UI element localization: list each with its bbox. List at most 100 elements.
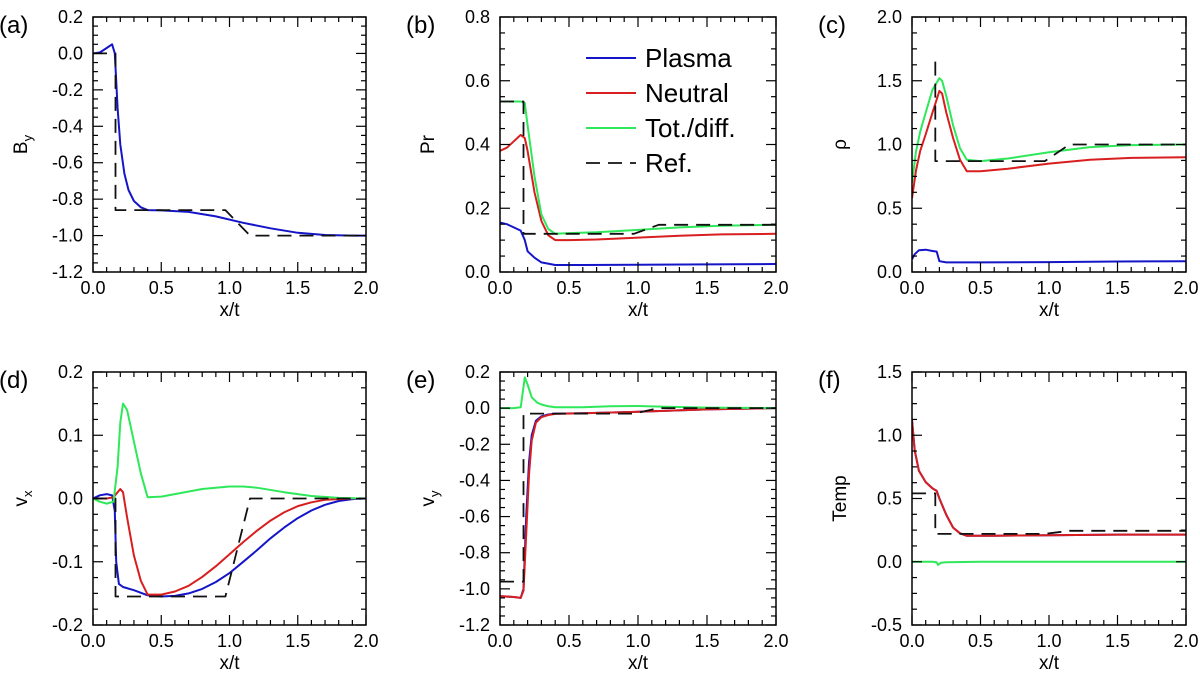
x-tick-label: 0.5 xyxy=(556,278,581,298)
y-tick-label: 1.0 xyxy=(877,135,902,155)
y-tick-label: 0.0 xyxy=(877,552,902,572)
y-tick-label: -1.2 xyxy=(459,615,490,635)
panel-label: (a) xyxy=(0,12,28,39)
series-group xyxy=(912,61,1186,264)
x-axis-label: x/t xyxy=(1039,653,1060,674)
panel-label: (b) xyxy=(406,12,435,39)
y-axis-label-main: B xyxy=(11,141,32,154)
x-tick-label: 1.0 xyxy=(625,631,650,651)
y-tick-label: 0.2 xyxy=(58,362,83,382)
y-tick-label: 0.2 xyxy=(58,7,83,27)
x-tick-label: 0.5 xyxy=(556,631,581,651)
y-axis-label-subscript: y xyxy=(427,490,442,497)
x-tick-label: 2.0 xyxy=(1173,278,1198,298)
y-tick-label: 1.5 xyxy=(877,362,902,382)
x-tick-label: 0.5 xyxy=(149,631,174,651)
x-tick-label: 1.5 xyxy=(285,278,310,298)
y-axis-label-main: Pr xyxy=(418,134,439,154)
y-tick-label: -0.6 xyxy=(52,153,83,173)
x-tick-label: 1.5 xyxy=(285,631,310,651)
y-tick-label: 0.0 xyxy=(465,398,490,418)
y-tick-label: -0.8 xyxy=(459,543,490,563)
y-tick-label: -1.0 xyxy=(459,579,490,599)
legend-label: Tot./diff. xyxy=(645,113,736,143)
panel-label: (c) xyxy=(818,12,846,39)
y-axis-label-main: Temp xyxy=(830,475,851,521)
x-tick-label: 1.5 xyxy=(694,278,719,298)
y-axis-label: Temp xyxy=(830,475,851,521)
x-tick-label: 2.0 xyxy=(1173,631,1198,651)
series-group xyxy=(93,43,366,237)
series-group xyxy=(500,100,776,266)
series-line-ref xyxy=(93,52,366,237)
series-line-ref xyxy=(912,492,1186,535)
panel-d: 0.0 0.5 1.0 1.5 2.0 0.2 0.1 0.0 -0.1 -0.2 x/t vx (d) xyxy=(0,362,379,674)
y-axis-label-main: v xyxy=(11,497,32,507)
series-line-ref xyxy=(500,100,776,235)
series-line-tot-diff xyxy=(93,402,366,505)
x-tick-label: 1.0 xyxy=(1036,278,1061,298)
panel-a: 0.0 0.5 1.0 1.5 2.0 0.2 0.0 -0.2 -0.4 -0.6 -0.8 -1.… xyxy=(0,7,379,321)
x-tick-label: 0.0 xyxy=(487,278,512,298)
y-axis-label-subscript: y xyxy=(20,134,35,141)
x-tick-label: 1.0 xyxy=(1036,631,1061,651)
y-axis-label: vx xyxy=(11,490,35,507)
y-tick-label: 0.8 xyxy=(465,7,490,27)
y-tick-label: -0.2 xyxy=(52,80,83,100)
plot-frame xyxy=(499,371,777,626)
series-line-neutral xyxy=(93,488,366,596)
series-line-neutral xyxy=(912,90,1186,199)
x-tick-label: 1.0 xyxy=(217,631,242,651)
plot-frame xyxy=(911,371,1187,626)
plot-frame xyxy=(92,16,367,273)
y-tick-label: 2.0 xyxy=(877,7,902,27)
y-axis-label: By xyxy=(11,134,35,154)
x-tick-label: 0.5 xyxy=(149,278,174,298)
series-line-tot-diff xyxy=(500,376,776,410)
x-axis-label: x/t xyxy=(219,653,240,674)
y-tick-label: -0.1 xyxy=(52,552,83,572)
y-tick-label: -0.6 xyxy=(459,507,490,527)
y-tick-label: 0.0 xyxy=(465,262,490,282)
legend-label: Plasma xyxy=(645,43,732,73)
series-line-plasma xyxy=(500,407,776,599)
legend-label: Ref. xyxy=(645,148,693,178)
x-tick-label: 0.0 xyxy=(487,631,512,651)
y-tick-label: 1.5 xyxy=(877,71,902,91)
y-tick-label: 0.1 xyxy=(58,425,83,445)
panel-c: 0.0 0.5 1.0 1.5 2.0 2.0 1.5 1.0 0.5 0.0 x/t ρ (c) xyxy=(818,7,1199,321)
series-line-ref xyxy=(934,61,1186,163)
series-line-neutral xyxy=(500,133,776,242)
legend: Plasma Neutral Tot./diff. Ref. xyxy=(586,43,736,178)
y-tick-label: -0.4 xyxy=(459,470,490,490)
y-axis-label-main: ρ xyxy=(830,139,851,150)
y-axis-label: ρ xyxy=(830,139,851,150)
y-tick-label: -0.4 xyxy=(52,116,83,136)
series-line-ref xyxy=(93,497,366,598)
x-tick-label: 0.0 xyxy=(80,631,105,651)
x-tick-label: 1.0 xyxy=(625,278,650,298)
x-tick-label: 0.5 xyxy=(968,631,993,651)
series-line-ref xyxy=(500,407,776,583)
x-tick-label: 0.0 xyxy=(899,631,924,651)
x-axis-label: x/t xyxy=(219,300,240,321)
y-tick-label: -1.0 xyxy=(52,226,83,246)
x-tick-label: 1.5 xyxy=(1105,631,1130,651)
y-tick-label: -0.2 xyxy=(52,615,83,635)
x-tick-label: 1.0 xyxy=(217,278,242,298)
y-tick-label: 0.0 xyxy=(58,489,83,509)
legend-label: Neutral xyxy=(645,78,729,108)
series-group xyxy=(93,402,366,598)
y-tick-label: 0.4 xyxy=(465,135,490,155)
y-tick-label: 0.2 xyxy=(465,362,490,382)
x-tick-label: 0.0 xyxy=(899,278,924,298)
x-tick-label: 2.0 xyxy=(763,278,788,298)
x-tick-label: 0.0 xyxy=(80,278,105,298)
x-tick-label: 1.5 xyxy=(1105,278,1130,298)
x-tick-label: 1.5 xyxy=(694,631,719,651)
panel-e: 0.0 0.5 1.0 1.5 2.0 0.2 0.0 -0.2 -0.4 -0.6 -0.8 -1.… xyxy=(406,362,789,674)
series-group xyxy=(500,376,776,599)
series-line-plasma xyxy=(912,420,1186,537)
y-tick-label: -0.2 xyxy=(459,434,490,454)
